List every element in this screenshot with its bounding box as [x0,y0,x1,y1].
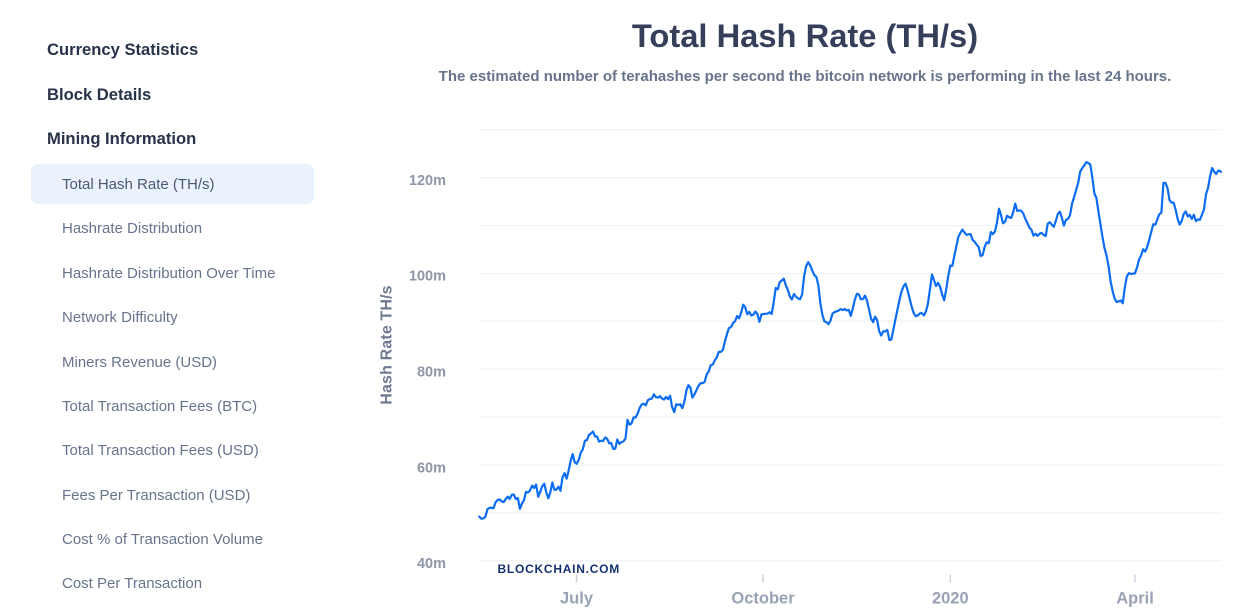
svg-text:Hash Rate TH/s: Hash Rate TH/s [379,285,396,404]
svg-text:April: April [1116,590,1154,608]
svg-text:BLOCKCHAIN.COM: BLOCKCHAIN.COM [498,562,621,576]
svg-text:80m: 80m [417,365,446,381]
svg-text:100m: 100m [409,269,446,285]
svg-text:July: July [560,590,594,608]
svg-text:October: October [731,590,795,608]
svg-text:2020: 2020 [932,590,969,608]
svg-text:120m: 120m [409,173,446,189]
svg-text:40m: 40m [417,556,446,572]
svg-text:60m: 60m [417,460,446,476]
